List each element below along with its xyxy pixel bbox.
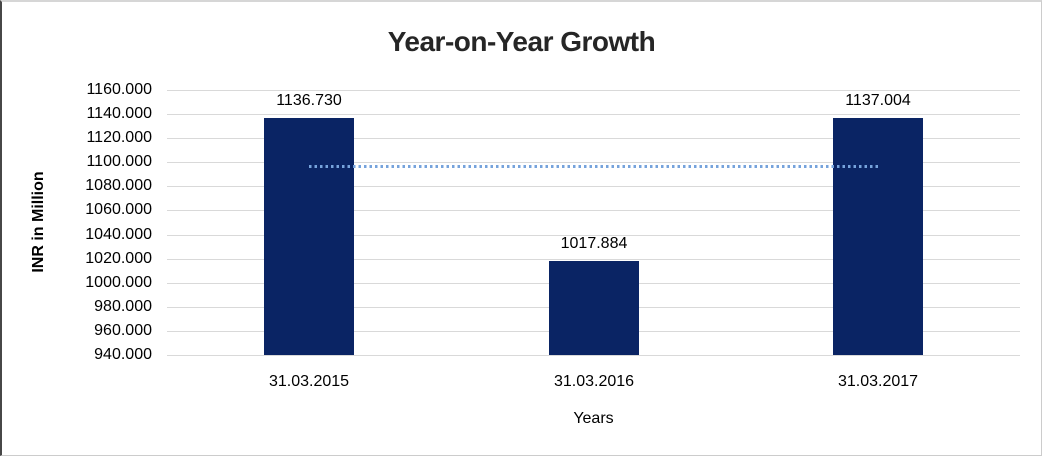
y-tick-label: 980.000 (94, 298, 152, 315)
gridline (167, 162, 1020, 163)
y-axis-title: INR in Million (30, 171, 47, 273)
gridline (167, 210, 1020, 211)
y-tick-label: 1160.000 (86, 81, 152, 98)
chart-title: Year-on-Year Growth (387, 26, 656, 57)
y-tick-label: 940.000 (94, 346, 152, 363)
gridline (167, 90, 1020, 91)
plot-area (167, 90, 1020, 356)
y-tick-label: 1100.000 (86, 153, 152, 170)
gridline (167, 114, 1020, 115)
y-tick-label: 960.000 (94, 322, 152, 339)
bar (833, 118, 923, 355)
bar (549, 261, 639, 355)
y-tick-label: 1140.000 (86, 105, 152, 122)
gridline (167, 235, 1020, 236)
bar (264, 118, 354, 355)
y-tick-label: 1120.000 (86, 129, 152, 146)
y-tick-label: 1060.000 (85, 201, 152, 218)
gridline (167, 355, 1020, 356)
gridline (167, 186, 1020, 187)
trendline (309, 165, 878, 168)
value-label: 1017.884 (560, 235, 628, 252)
x-tick-label: 31.03.2016 (553, 373, 635, 390)
y-tick-label: 1080.000 (85, 177, 152, 194)
x-tick-label: 31.03.2017 (837, 373, 919, 390)
y-tick-label: 1040.000 (85, 226, 152, 243)
y-tick-label: 1000.000 (85, 274, 152, 291)
x-tick-label: 31.03.2015 (268, 373, 350, 390)
gridline (167, 259, 1020, 260)
value-label: 1137.004 (845, 92, 911, 109)
value-label: 1136.730 (276, 92, 342, 109)
y-tick-label: 1020.000 (85, 250, 152, 267)
gridline (167, 138, 1020, 139)
x-axis-title: Years (573, 410, 614, 427)
